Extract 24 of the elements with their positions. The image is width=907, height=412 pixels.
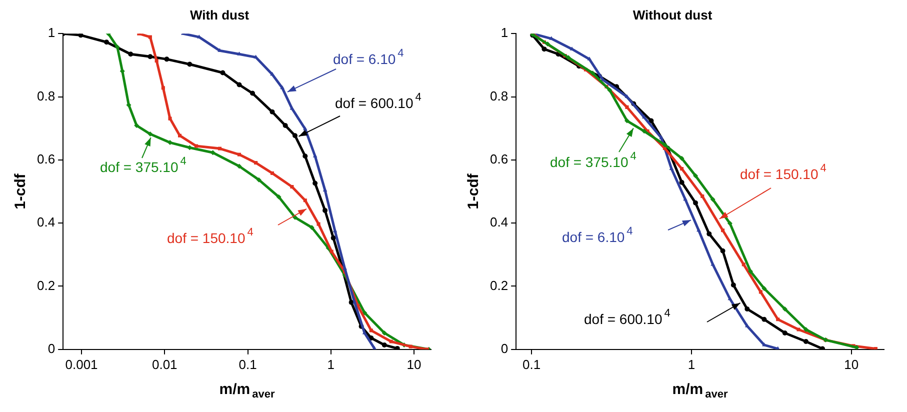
- x-tick-label: 10: [844, 356, 859, 372]
- y-tick-label: 0.8: [36, 88, 56, 104]
- y-tick-label: 0: [48, 340, 56, 356]
- chart-title: With dust: [190, 7, 250, 22]
- y-tick-label: 0.4: [36, 214, 56, 230]
- x-tick-label: 0.01: [152, 356, 178, 372]
- x-tick-label: 0.1: [238, 356, 257, 372]
- y-tick-label: 1: [500, 25, 508, 40]
- y-axis-title: 1-cdf: [465, 172, 482, 210]
- y-tick-label: 0.2: [490, 278, 508, 293]
- y-tick-label: 0.6: [490, 152, 508, 166]
- y-tick-label: 0: [500, 340, 508, 356]
- x-tick-label: 0.1: [522, 356, 541, 372]
- y-axis-title: 1-cdf: [12, 172, 30, 210]
- chart-title: Without dust: [632, 7, 713, 22]
- x-tick-label: 1: [688, 356, 696, 372]
- y-tick-label: 0.6: [36, 152, 56, 166]
- x-tick-label: 10: [406, 356, 422, 372]
- x-tick-label: 0.001: [65, 356, 98, 372]
- y-tick-label: 0.8: [490, 88, 508, 104]
- y-tick-label: 0.2: [36, 278, 56, 293]
- y-tick-label: 1: [48, 25, 56, 40]
- x-tick-label: 1: [327, 356, 335, 372]
- y-tick-label: 0.4: [490, 214, 508, 230]
